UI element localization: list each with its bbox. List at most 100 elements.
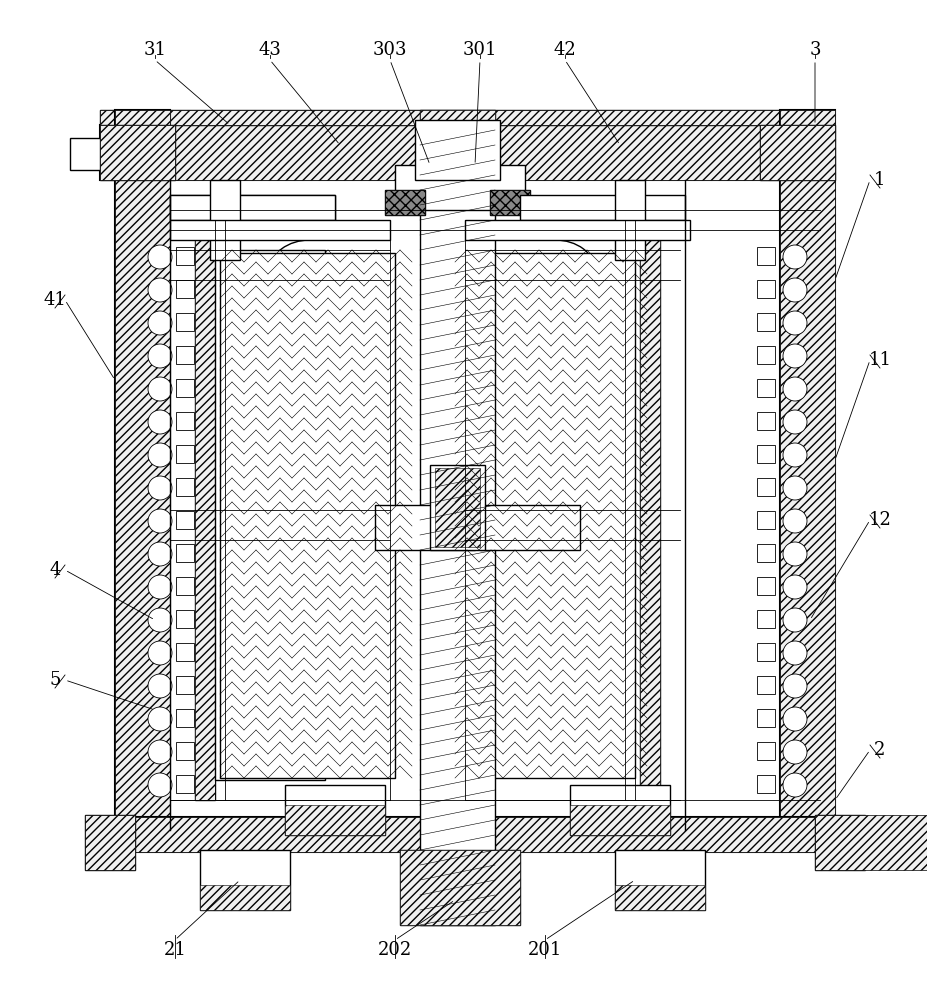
Bar bbox=[170, 195, 335, 220]
Bar bbox=[757, 478, 775, 496]
Bar bbox=[285, 785, 385, 835]
Bar bbox=[757, 379, 775, 397]
Circle shape bbox=[148, 476, 172, 500]
Circle shape bbox=[783, 443, 807, 467]
Bar bbox=[615, 885, 705, 910]
Bar bbox=[115, 817, 835, 852]
Bar bbox=[757, 544, 775, 562]
Circle shape bbox=[783, 311, 807, 335]
Circle shape bbox=[783, 740, 807, 764]
Bar bbox=[115, 110, 170, 830]
Bar bbox=[215, 250, 325, 780]
Bar bbox=[570, 785, 670, 835]
Text: 21: 21 bbox=[163, 941, 186, 959]
Bar bbox=[757, 313, 775, 331]
Circle shape bbox=[783, 509, 807, 533]
Bar bbox=[385, 190, 425, 215]
Bar bbox=[757, 346, 775, 364]
Circle shape bbox=[783, 674, 807, 698]
Bar bbox=[815, 815, 865, 870]
Text: 303: 303 bbox=[373, 41, 407, 59]
Bar bbox=[285, 805, 385, 835]
Bar bbox=[780, 110, 835, 830]
Bar bbox=[640, 230, 660, 800]
Circle shape bbox=[783, 773, 807, 797]
Circle shape bbox=[148, 542, 172, 566]
Bar bbox=[430, 465, 485, 550]
Bar bbox=[176, 280, 194, 298]
Circle shape bbox=[783, 278, 807, 302]
Bar bbox=[115, 110, 170, 830]
Bar bbox=[176, 709, 194, 727]
Bar bbox=[100, 110, 820, 125]
Bar bbox=[176, 610, 194, 628]
Text: 42: 42 bbox=[553, 41, 577, 59]
Bar bbox=[200, 850, 290, 910]
Circle shape bbox=[148, 608, 172, 632]
Bar bbox=[757, 643, 775, 661]
Bar bbox=[375, 505, 475, 550]
Bar bbox=[480, 505, 580, 550]
Bar bbox=[757, 412, 775, 430]
Bar bbox=[395, 165, 525, 210]
Circle shape bbox=[148, 509, 172, 533]
Bar bbox=[757, 280, 775, 298]
Circle shape bbox=[148, 641, 172, 665]
Text: 2: 2 bbox=[874, 741, 885, 759]
Circle shape bbox=[783, 377, 807, 401]
Bar bbox=[420, 110, 495, 165]
Bar bbox=[210, 180, 240, 260]
Circle shape bbox=[148, 245, 172, 269]
Bar bbox=[176, 643, 194, 661]
Bar bbox=[100, 110, 820, 125]
Text: 31: 31 bbox=[144, 41, 167, 59]
Text: 4: 4 bbox=[49, 561, 60, 579]
Bar bbox=[757, 247, 775, 265]
Text: 41: 41 bbox=[44, 291, 67, 309]
Bar bbox=[420, 130, 495, 925]
Circle shape bbox=[783, 344, 807, 368]
Bar bbox=[176, 775, 194, 793]
Circle shape bbox=[783, 608, 807, 632]
Bar bbox=[570, 805, 670, 835]
Bar bbox=[176, 346, 194, 364]
Text: 202: 202 bbox=[378, 941, 413, 959]
Bar bbox=[195, 230, 215, 800]
Bar bbox=[70, 138, 110, 170]
Bar bbox=[490, 190, 530, 215]
Circle shape bbox=[148, 410, 172, 434]
Bar bbox=[200, 885, 290, 910]
Bar bbox=[757, 577, 775, 595]
Bar bbox=[757, 775, 775, 793]
Bar bbox=[385, 190, 425, 215]
Bar bbox=[465, 220, 690, 240]
Bar bbox=[170, 220, 390, 240]
Bar bbox=[176, 511, 194, 529]
Bar bbox=[640, 230, 660, 800]
Bar bbox=[490, 190, 530, 215]
Circle shape bbox=[783, 542, 807, 566]
Circle shape bbox=[783, 707, 807, 731]
Text: 12: 12 bbox=[869, 511, 892, 529]
Bar bbox=[176, 742, 194, 760]
Bar bbox=[520, 195, 685, 220]
Text: 301: 301 bbox=[463, 41, 497, 59]
Bar bbox=[615, 850, 705, 910]
Bar bbox=[100, 125, 820, 180]
Bar bbox=[100, 125, 175, 180]
Bar bbox=[176, 412, 194, 430]
Bar bbox=[170, 195, 335, 220]
Bar bbox=[780, 110, 835, 830]
Bar bbox=[100, 125, 820, 180]
Bar bbox=[400, 850, 520, 925]
Text: 43: 43 bbox=[259, 41, 282, 59]
Bar bbox=[176, 577, 194, 595]
Circle shape bbox=[148, 674, 172, 698]
Bar bbox=[815, 815, 927, 870]
Bar bbox=[400, 850, 520, 925]
Bar bbox=[760, 125, 835, 180]
Bar bbox=[760, 125, 835, 180]
Bar bbox=[176, 544, 194, 562]
Circle shape bbox=[783, 641, 807, 665]
Bar bbox=[176, 676, 194, 694]
